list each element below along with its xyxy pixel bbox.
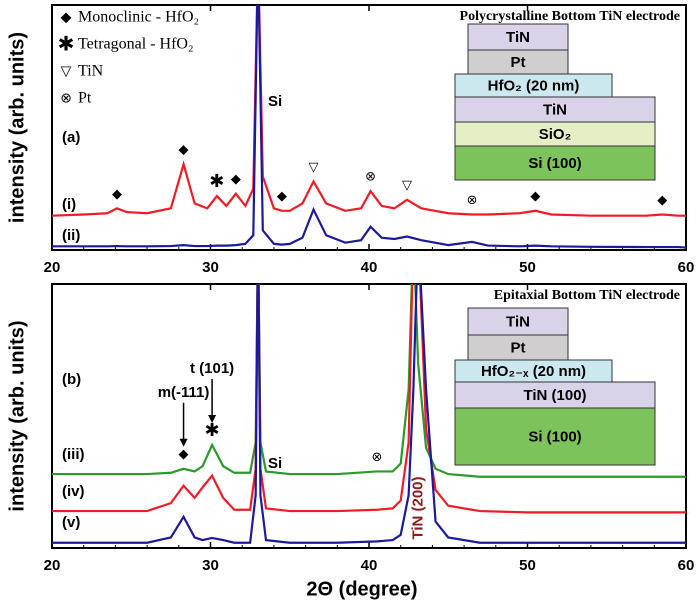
layer-label: Pt — [511, 339, 526, 356]
peak-marker: ⊗ — [467, 192, 478, 207]
legend-label: Monoclinic - HfO₂ — [78, 9, 199, 26]
arrow-head — [179, 438, 188, 447]
legend-symbol: ◆ — [61, 9, 72, 25]
layer — [467, 307, 569, 336]
peak-marker: ▽ — [402, 177, 412, 192]
layer-label: TiN — [506, 313, 530, 330]
arrow-head — [208, 415, 217, 424]
legend-label: Pt — [78, 90, 92, 107]
x-axis-label: 2Θ (degree) — [306, 578, 417, 600]
peak-marker: ◆ — [530, 188, 540, 203]
x-tick-label: 20 — [44, 557, 61, 574]
layer — [454, 96, 656, 123]
panel-label: (a) — [62, 129, 80, 146]
peak-annotation: TiN (200) — [409, 476, 426, 539]
x-tick-label: 20 — [44, 259, 61, 276]
series-label: (iv) — [62, 483, 85, 500]
series-label: (i) — [62, 196, 76, 213]
si-label: Si — [268, 93, 282, 110]
layer-label: Si (100) — [528, 155, 581, 172]
peak-marker: ⊗ — [371, 449, 382, 464]
layer-label: HfO₂ (20 nm) — [488, 77, 580, 94]
x-tick-label: 30 — [202, 557, 219, 574]
series-line — [52, 284, 686, 478]
series-label: (ii) — [62, 227, 80, 244]
layer-label: Pt — [511, 54, 526, 71]
series-line — [52, 284, 686, 544]
peak-marker: ◆ — [112, 186, 122, 201]
legend-symbol: ✱ — [58, 33, 75, 55]
x-tick-label: 50 — [519, 557, 536, 574]
panel-label: (b) — [62, 371, 81, 388]
peak-marker: ◆ — [277, 188, 287, 203]
panel-title: Polycrystalline Bottom TiN electrode — [460, 9, 680, 24]
legend-symbol: ⊗ — [60, 90, 72, 106]
layer — [454, 407, 656, 466]
legend-label: Tetragonal - HfO₂ — [78, 36, 194, 53]
peak-marker: ✱ — [205, 420, 220, 440]
series-group — [52, 284, 686, 544]
series-label: (v) — [62, 514, 80, 531]
peak-marker: ◆ — [179, 446, 189, 461]
legend-label: TiN — [78, 63, 104, 80]
x-tick-label: 50 — [519, 259, 536, 276]
layer-label: TiN (100) — [523, 387, 586, 404]
layer — [454, 121, 656, 147]
peak-label: t (101) — [190, 360, 234, 377]
series-label: (iii) — [62, 446, 85, 463]
legend-symbol: ▽ — [61, 63, 72, 79]
peak-marker: ✱ — [209, 171, 224, 191]
y-axis-label: intensity (arb. units) — [6, 32, 28, 223]
peak-marker: ◆ — [657, 192, 667, 207]
series-line — [52, 284, 686, 514]
peak-marker: ▽ — [309, 159, 319, 174]
x-tick-label: 40 — [361, 557, 378, 574]
series-line — [52, 5, 686, 217]
x-tick-label: 40 — [361, 259, 378, 276]
series-group — [52, 5, 686, 249]
x-tick-label: 60 — [678, 259, 695, 276]
si-label: Si — [268, 455, 282, 472]
series-line — [52, 5, 686, 249]
x-tick-label: 60 — [678, 557, 695, 574]
y-axis-label: intensity (arb. units) — [6, 320, 28, 511]
layer-label: Si (100) — [528, 428, 581, 445]
layer-label: HfO₂₋ₓ (20 nm) — [481, 363, 586, 380]
layer-label: TiN — [543, 101, 567, 118]
peak-marker: ◆ — [231, 171, 241, 186]
peak-label: m(-111) — [158, 384, 210, 401]
panel-title: Epitaxial Bottom TiN electrode — [494, 288, 680, 303]
layer-label: TiN — [506, 29, 530, 46]
layer-label: SiO₂ — [539, 126, 572, 143]
peak-marker: ◆ — [179, 142, 189, 157]
layer — [454, 145, 656, 181]
x-tick-label: 30 — [202, 259, 219, 276]
peak-marker: ⊗ — [365, 169, 376, 184]
